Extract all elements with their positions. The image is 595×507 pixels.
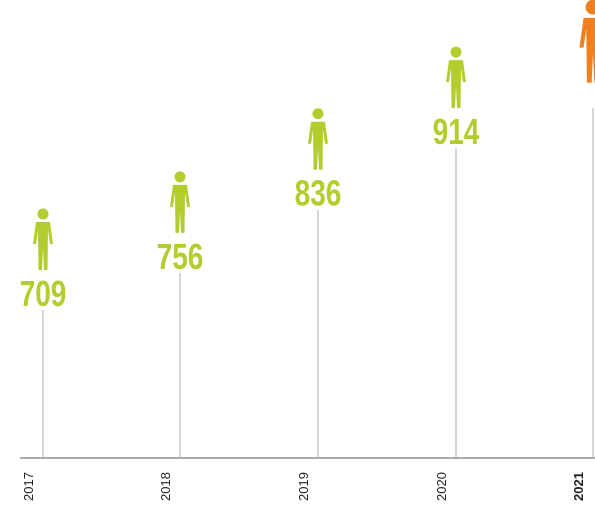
person-icon [170,171,190,233]
value-label: 756 [157,237,204,277]
person-body [308,121,328,170]
person-body [170,184,190,233]
person-head [174,171,186,183]
person-head [585,0,595,15]
person-icon [308,108,328,170]
person-head [312,108,324,120]
x-tick-label: 2018 [158,472,173,501]
person-icon [446,46,466,109]
person-body [446,60,466,109]
x-tick-label: 2020 [434,472,449,501]
person-body [579,17,595,83]
person-head [450,46,462,58]
x-tick-label: 2021 [571,472,586,501]
person-icon [33,208,53,270]
value-label: 836 [295,173,342,213]
person-icon [579,0,595,83]
value-label: 709 [20,274,67,314]
value-label: 914 [433,112,480,152]
person-head [37,208,49,220]
x-tick-label: 2019 [296,472,311,501]
person-body [33,221,53,270]
x-tick-label: 2017 [21,472,36,501]
